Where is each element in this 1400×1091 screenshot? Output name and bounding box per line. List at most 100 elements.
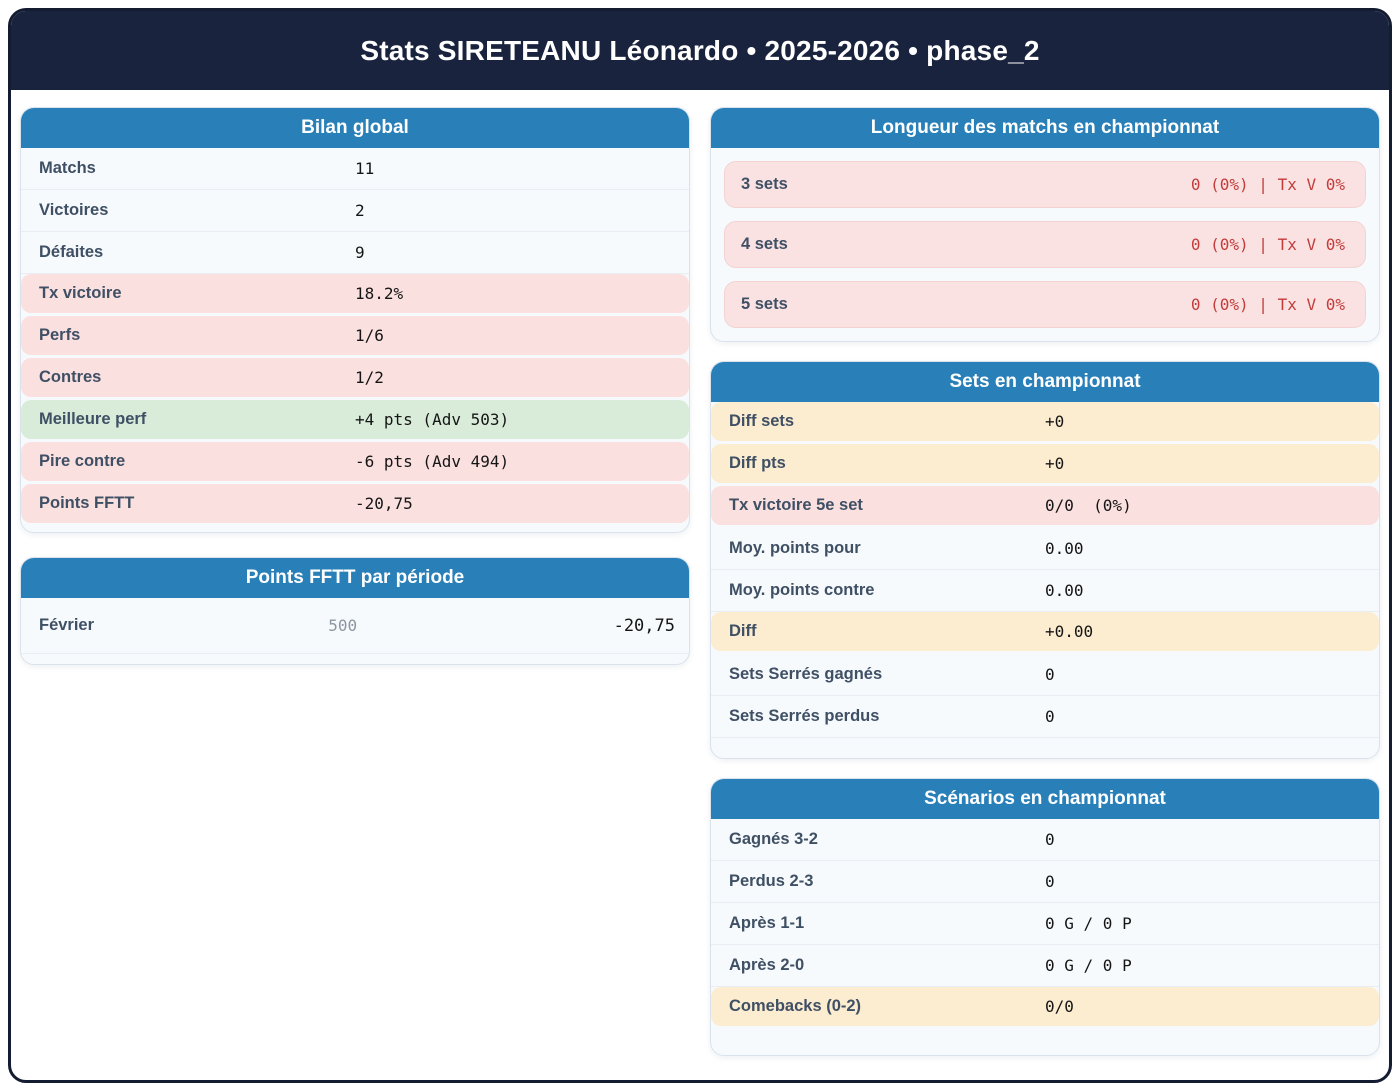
stat-label: Diff pts: [729, 454, 786, 472]
stat-row-5-sets: 5 sets 0 (0%) | Tx V 0%: [724, 281, 1366, 328]
stat-value: +0: [1045, 412, 1065, 431]
stat-label: Victoires: [39, 201, 109, 219]
stat-row-perdus-2-3: Perdus 2-3 0: [711, 861, 1379, 903]
stat-value: 0 G / 0 P: [1045, 956, 1132, 975]
page-frame: Stats SIRETEANU Léonardo • 2025-2026 • p…: [8, 8, 1392, 1083]
stat-label: Tx victoire: [39, 284, 122, 302]
card-header: Bilan global: [21, 108, 689, 148]
stat-label: Gagnés 3-2: [729, 830, 818, 848]
card-bilan-global: Bilan global Matchs 11 Victoires 2 Défai…: [20, 107, 690, 533]
stat-value: 9: [355, 243, 365, 262]
stat-value: +0: [1045, 454, 1065, 473]
stat-label: Points FFTT: [39, 494, 135, 512]
stat-row-apres-2-0: Après 2-0 0 G / 0 P: [711, 945, 1379, 987]
card-points-fftt-periode: Points FFTT par période Février 500 -20,…: [20, 557, 690, 665]
stat-row-matchs: Matchs 11: [21, 148, 689, 190]
stat-value: -6 pts (Adv 494): [355, 452, 510, 471]
card-header: Scénarios en championnat: [711, 779, 1379, 819]
stat-row-sets-serres-perdus: Sets Serrés perdus 0: [711, 696, 1379, 738]
stat-row-tx-victoire: Tx victoire 18.2%: [21, 274, 689, 313]
card-body: Gagnés 3-2 0 Perdus 2-3 0 Après 1-1 0 G …: [711, 819, 1379, 1055]
stat-label: Après 1-1: [729, 914, 805, 932]
stat-row-diff-pts: Diff pts +0: [711, 444, 1379, 483]
stat-row-moy-points-pour: Moy. points pour 0.00: [711, 528, 1379, 570]
stat-row-apres-1-1: Après 1-1 0 G / 0 P: [711, 903, 1379, 945]
stat-row-perfs: Perfs 1/6: [21, 316, 689, 355]
stat-value: 0/0: [1045, 997, 1074, 1016]
stat-label: Février: [39, 616, 95, 634]
stat-value: 0 (0%) | Tx V 0%: [1190, 235, 1345, 254]
stat-row-contres: Contres 1/2: [21, 358, 689, 397]
stat-label: Diff: [729, 622, 757, 640]
stat-label: 3 sets: [741, 175, 788, 193]
stat-row-meilleure-perf: Meilleure perf +4 pts (Adv 503): [21, 400, 689, 439]
stat-label: Matchs: [39, 159, 96, 177]
stat-label: 4 sets: [741, 235, 788, 253]
stat-row-3-sets: 3 sets 0 (0%) | Tx V 0%: [724, 161, 1366, 208]
stat-label: Perfs: [39, 326, 81, 344]
stat-value: -20,75: [613, 615, 675, 636]
stat-label: Perdus 2-3: [729, 872, 814, 890]
content-columns: Bilan global Matchs 11 Victoires 2 Défai…: [11, 90, 1389, 1056]
stat-label: Sets Serrés gagnés: [729, 665, 883, 683]
stat-row-defaites: Défaites 9: [21, 232, 689, 274]
stat-row-points-fftt: Points FFTT -20,75: [21, 484, 689, 523]
stat-value: 1/2: [355, 368, 384, 387]
stat-value: 11: [355, 159, 375, 178]
stat-label: Tx victoire 5e set: [729, 496, 863, 514]
stat-label: Défaites: [39, 243, 104, 261]
card-title: Scénarios en championnat: [924, 788, 1166, 809]
card-body: Diff sets +0 Diff pts +0 Tx victoire 5e …: [711, 402, 1379, 758]
stat-value: 0/0 (0%): [1045, 496, 1132, 515]
card-title: Sets en championnat: [949, 371, 1141, 392]
stat-row-sets-serres-gagnes: Sets Serrés gagnés 0: [711, 654, 1379, 696]
stat-label: Sets Serrés perdus: [729, 707, 880, 725]
card-title: Longueur des matchs en championnat: [870, 117, 1220, 138]
stat-row-4-sets: 4 sets 0 (0%) | Tx V 0%: [724, 221, 1366, 268]
stat-value: 0.00: [1045, 539, 1084, 558]
stat-value: 1/6: [355, 326, 384, 345]
stat-label: Comebacks (0-2): [729, 997, 862, 1015]
stat-value: 0 G / 0 P: [1045, 914, 1132, 933]
stat-base-points: 500: [328, 616, 358, 635]
stat-value: 0.00: [1045, 581, 1084, 600]
stat-label: Meilleure perf: [39, 410, 147, 428]
stat-row-moy-points-contre: Moy. points contre 0.00: [711, 570, 1379, 612]
stat-label: Pire contre: [39, 452, 126, 470]
stat-row-tx-victoire-5e-set: Tx victoire 5e set 0/0 (0%): [711, 486, 1379, 525]
stat-row-comebacks-0-2: Comebacks (0-2) 0/0: [711, 987, 1379, 1026]
stat-value: 0 (0%) | Tx V 0%: [1190, 175, 1345, 194]
card-longueur-matchs: Longueur des matchs en championnat 3 set…: [710, 107, 1380, 342]
stat-value: 0 (0%) | Tx V 0%: [1190, 295, 1345, 314]
stat-row-victoires: Victoires 2: [21, 190, 689, 232]
stat-label: Contres: [39, 368, 102, 386]
stat-value: 0: [1045, 872, 1055, 891]
stat-value: -20,75: [355, 494, 413, 513]
stat-row-diff-sets: Diff sets +0: [711, 402, 1379, 441]
card-title: Points FFTT par période: [245, 567, 465, 588]
stat-value: 0: [1045, 830, 1055, 849]
stat-row-pire-contre: Pire contre -6 pts (Adv 494): [21, 442, 689, 481]
stat-value: 0: [1045, 707, 1055, 726]
card-header: Longueur des matchs en championnat: [711, 108, 1379, 148]
stat-label: Diff sets: [729, 412, 795, 430]
stat-value: 18.2%: [355, 284, 404, 303]
card-title: Bilan global: [301, 117, 409, 138]
stat-row-diff: Diff +0.00: [711, 612, 1379, 651]
stat-value: 0: [1045, 665, 1055, 684]
right-column: Longueur des matchs en championnat 3 set…: [710, 107, 1380, 1056]
stat-row-gagnes-3-2: Gagnés 3-2 0: [711, 819, 1379, 861]
card-scenarios-championnat: Scénarios en championnat Gagnés 3-2 0 Pe…: [710, 778, 1380, 1056]
stat-row-fevrier: Février 500 -20,75: [21, 598, 689, 654]
stat-value: +4 pts (Adv 503): [355, 410, 510, 429]
card-body: Février 500 -20,75: [21, 598, 689, 664]
stat-value: +0.00: [1045, 622, 1094, 641]
stat-label: Moy. points contre: [729, 581, 875, 599]
stat-label: Moy. points pour: [729, 539, 861, 557]
stat-label: Après 2-0: [729, 956, 805, 974]
page-title: Stats SIRETEANU Léonardo • 2025-2026 • p…: [360, 34, 1040, 66]
card-sets-championnat: Sets en championnat Diff sets +0 Diff pt…: [710, 361, 1380, 759]
stat-value: 2: [355, 201, 365, 220]
left-column: Bilan global Matchs 11 Victoires 2 Défai…: [20, 107, 690, 1056]
card-header: Sets en championnat: [711, 362, 1379, 402]
